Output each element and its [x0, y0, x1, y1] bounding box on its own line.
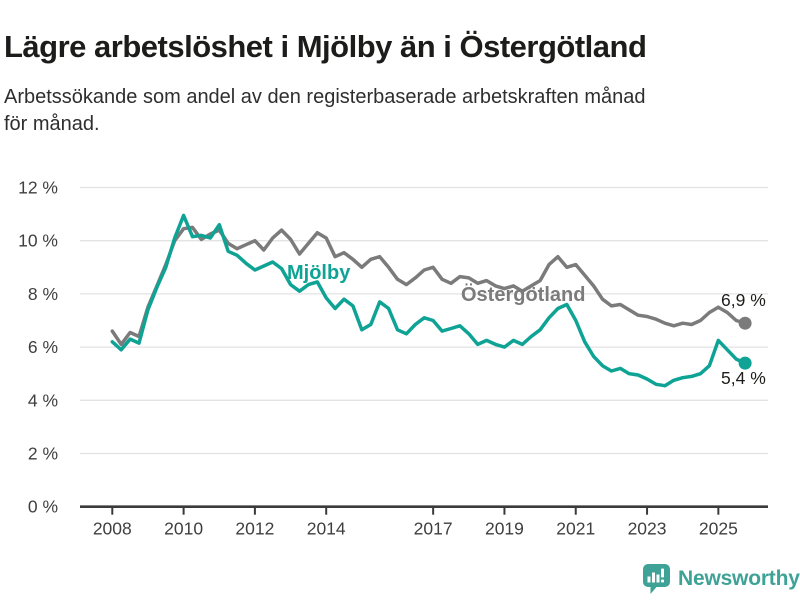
chart-subtitle: Arbetssökande som andel av den registerb…	[4, 84, 794, 138]
x-tick-label-2019: 2019	[485, 519, 524, 539]
y-tick-label-8: 8 %	[28, 284, 58, 304]
x-tick-label-2008: 2008	[93, 519, 132, 539]
end-dot-mjolby	[738, 356, 752, 370]
y-tick-label-0: 0 %	[28, 497, 58, 517]
series-line-ostergotland	[110, 225, 747, 347]
unemployment-line-chart: 0 % 2 % 4 % 6 % 8 % 10 % 12 % 2008 2010 2012 2014 2…	[18, 178, 768, 539]
x-tick-label-2021: 2021	[556, 519, 595, 539]
x-tick-label-2023: 2023	[628, 519, 667, 539]
x-tick-label-2025: 2025	[699, 519, 738, 539]
x-tick-label-2010: 2010	[164, 519, 203, 539]
x-tick-label-2017: 2017	[414, 519, 453, 539]
x-tick-label-2014: 2014	[307, 519, 346, 539]
newsworthy-chart-bubble-icon	[643, 564, 670, 594]
y-tick-label-6: 6 %	[28, 337, 58, 357]
series-label-mjolby: Mjölby	[287, 262, 351, 284]
end-dot-ostergotland	[738, 316, 752, 330]
y-tick-label-2: 2 %	[28, 444, 58, 464]
series-label-ostergotland: Östergötland	[461, 284, 586, 306]
brand-wordmark: Newsworthy	[678, 567, 800, 590]
y-tick-label-4: 4 %	[28, 390, 58, 410]
x-tick-label-2012: 2012	[235, 519, 274, 539]
chart-title: Lägre arbetslöshet i Mjölby än i Östergö…	[4, 28, 647, 64]
series-line-mjolby	[110, 213, 747, 388]
subtitle-line-2: för månad.	[4, 113, 100, 135]
end-value-label-ostergotland: 6,9 %	[721, 290, 766, 310]
newsworthy-logo: Newsworthy	[642, 563, 800, 595]
y-tick-label-12: 12 %	[18, 178, 58, 198]
y-tick-label-10: 10 %	[18, 231, 58, 251]
end-value-label-mjolby: 5,4 %	[721, 368, 766, 388]
subtitle-line-1: Arbetssökande som andel av den registerb…	[4, 86, 646, 108]
